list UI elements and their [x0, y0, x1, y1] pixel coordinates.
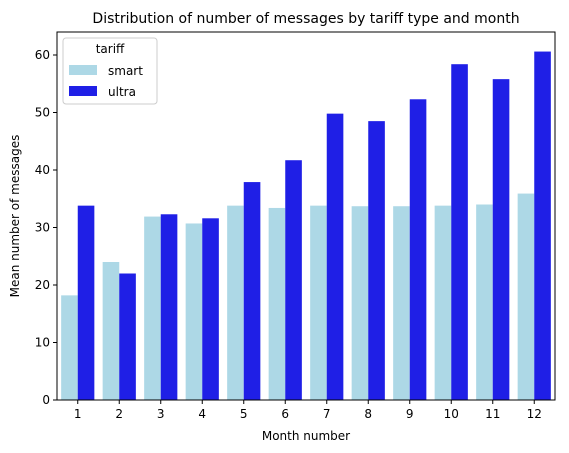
- bar-ultra-3: [160, 214, 178, 400]
- y-tick-label: 40: [35, 163, 50, 177]
- legend-swatch-ultra: [69, 86, 97, 96]
- legend-title: tariff: [96, 42, 125, 56]
- x-tick-label: 6: [281, 407, 289, 421]
- y-tick-label: 60: [35, 48, 50, 62]
- bar-smart-6: [268, 207, 286, 400]
- x-tick-label: 7: [323, 407, 331, 421]
- x-tick-label: 8: [364, 407, 372, 421]
- bar-ultra-4: [202, 218, 219, 400]
- bar-ultra-1: [77, 205, 95, 400]
- bar-smart-7: [310, 205, 327, 400]
- x-tick-label: 3: [157, 407, 165, 421]
- bar-ultra-2: [119, 273, 136, 400]
- legend-swatch-smart: [69, 65, 97, 75]
- x-tick-label: 2: [115, 407, 123, 421]
- bar-ultra-5: [243, 182, 261, 400]
- x-tick-label: 4: [198, 407, 206, 421]
- bar-smart-9: [393, 206, 410, 400]
- y-tick-label: 30: [35, 221, 50, 235]
- y-tick-label: 0: [42, 393, 50, 407]
- bar-ultra-12: [534, 51, 551, 401]
- x-tick-label: 1: [74, 407, 82, 421]
- bar-smart-4: [185, 223, 203, 400]
- legend-label-ultra: ultra: [108, 85, 136, 99]
- x-tick-label: 11: [485, 407, 500, 421]
- bar-smart-11: [476, 204, 493, 400]
- bar-ultra-10: [451, 64, 468, 400]
- x-tick-label: 10: [444, 407, 459, 421]
- y-tick-label: 10: [35, 336, 50, 350]
- x-tick-label: 9: [406, 407, 414, 421]
- bar-smart-3: [144, 216, 161, 400]
- bar-smart-1: [61, 295, 78, 400]
- legend-label-smart: smart: [108, 64, 143, 78]
- bar-smart-10: [434, 205, 452, 400]
- bars: [61, 51, 551, 401]
- bar-ultra-8: [368, 121, 385, 401]
- bar-ultra-6: [285, 160, 302, 400]
- y-tick-label: 50: [35, 106, 50, 120]
- bar-smart-12: [517, 193, 535, 400]
- bar-smart-8: [351, 206, 369, 400]
- x-tick-label: 12: [527, 407, 542, 421]
- x-axis-label: Month number: [262, 429, 350, 443]
- y-axis-label: Mean number of messages: [8, 135, 22, 298]
- bar-ultra-7: [326, 113, 344, 401]
- y-tick-label: 20: [35, 278, 50, 292]
- bar-smart-2: [102, 262, 120, 400]
- bar-ultra-11: [492, 79, 510, 401]
- bar-ultra-9: [409, 99, 427, 400]
- chart-title: Distribution of number of messages by ta…: [92, 11, 519, 27]
- bar-smart-5: [227, 205, 244, 400]
- legend: tariff smart ultra: [62, 37, 158, 105]
- x-tick-label: 5: [240, 407, 248, 421]
- y-axis-ticks: 0 10 20 30 40 50 60: [35, 48, 57, 407]
- x-axis-ticks: 1 2 3 4 5 6 7 8 9 10 11 12: [74, 400, 542, 421]
- plot-frame: [56, 31, 556, 401]
